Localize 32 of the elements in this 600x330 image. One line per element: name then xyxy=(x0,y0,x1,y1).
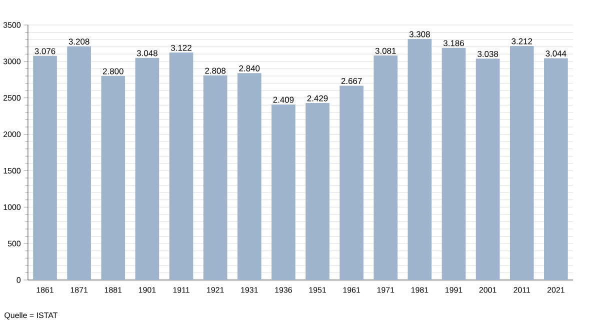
bar xyxy=(169,52,194,280)
data-label: 3.308 xyxy=(409,31,430,38)
bar xyxy=(67,46,91,280)
bar xyxy=(340,86,364,280)
data-label: 2.800 xyxy=(102,68,124,74)
data-label: 3.122 xyxy=(170,44,192,51)
bar xyxy=(272,104,296,280)
data-label: 3.044 xyxy=(546,50,566,57)
data-label: 3.186 xyxy=(443,40,464,46)
data-label: 3.212 xyxy=(512,38,532,44)
bar xyxy=(374,56,398,280)
data-label: 2.808 xyxy=(205,68,226,74)
bar xyxy=(408,38,432,280)
data-label: 3.048 xyxy=(136,50,158,56)
bar xyxy=(101,76,126,280)
data-label: 3.038 xyxy=(478,50,498,57)
bar xyxy=(33,56,57,280)
data-label: 2.409 xyxy=(273,96,294,103)
data-label: 3.208 xyxy=(68,38,90,45)
bar xyxy=(510,46,534,280)
bar xyxy=(237,73,262,280)
data-label: 2.667 xyxy=(341,78,362,84)
bar xyxy=(476,58,500,280)
bar xyxy=(306,103,330,280)
bar xyxy=(203,75,228,280)
data-label: 2.429 xyxy=(307,95,328,102)
bar xyxy=(135,58,160,280)
bar xyxy=(544,58,568,280)
data-label: 2.840 xyxy=(239,65,260,72)
data-label: 3.076 xyxy=(34,48,56,54)
data-label: 3.081 xyxy=(375,48,396,54)
bar xyxy=(442,48,466,280)
